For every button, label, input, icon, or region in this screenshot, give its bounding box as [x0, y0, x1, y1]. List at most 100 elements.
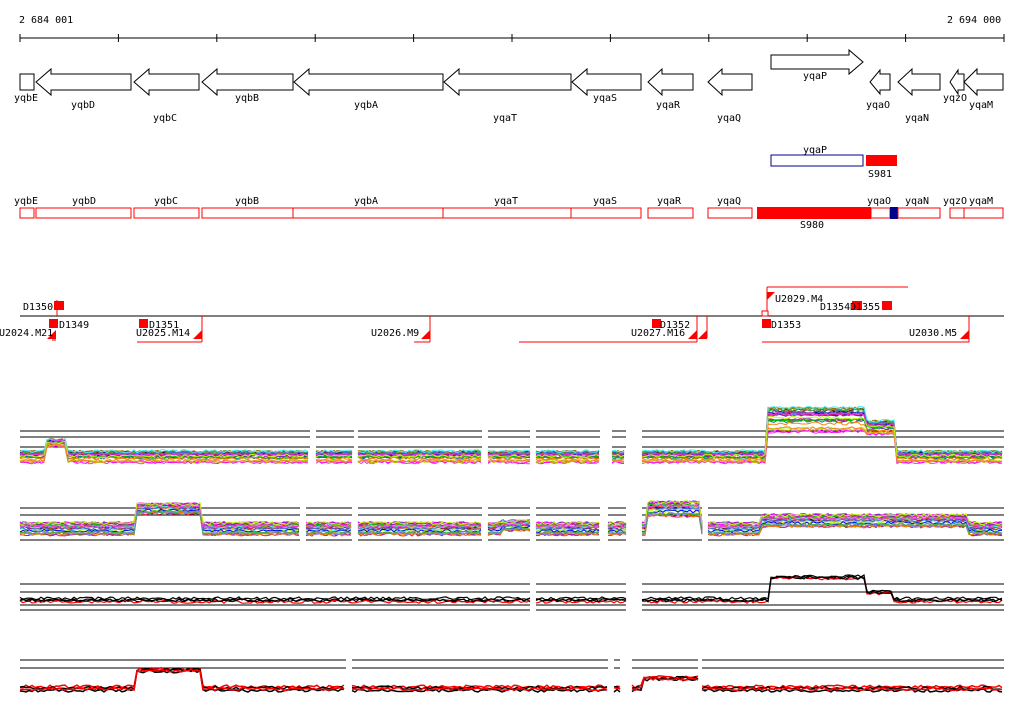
expression-profile-line [535, 454, 600, 458]
downshift-marker[interactable] [49, 319, 58, 328]
expression-profile-line [535, 524, 600, 529]
expression-profile-line [305, 524, 352, 529]
expression-profile-line [707, 512, 1003, 526]
plus-strand-segment-track: yqaP S981 [770, 145, 897, 180]
expression-profile-line [487, 449, 531, 453]
upshift-marker[interactable] [688, 330, 697, 339]
track-gene-box[interactable] [35, 207, 132, 219]
expression-profile-line [631, 676, 699, 692]
upshift-marker[interactable] [960, 330, 969, 339]
segment-label: S981 [868, 169, 892, 180]
track-gene-box[interactable] [870, 207, 891, 219]
gene-arrow-yqaT[interactable] [443, 67, 572, 97]
track-gene-label: yqaR [657, 196, 682, 207]
downshift-marker[interactable] [852, 301, 862, 310]
gene-label: yqaT [493, 113, 517, 124]
track-gene-label: yqbB [235, 196, 259, 207]
upshift-label: U2030.M5 [909, 328, 957, 339]
downshift-marker[interactable] [762, 319, 771, 328]
expression-profile-line [487, 523, 531, 530]
expression-profile-line [357, 449, 482, 454]
gene-arrow-yqaO[interactable] [869, 68, 891, 96]
gene-arrow-yqbD[interactable] [35, 67, 132, 97]
expression-profile-line [487, 454, 531, 458]
track-gene-box[interactable] [949, 207, 965, 219]
expression-profile-line [315, 460, 353, 464]
track-gene-box[interactable] [647, 207, 694, 219]
segment-block[interactable] [866, 155, 897, 166]
downshift-marker[interactable] [882, 301, 892, 310]
expression-profile-line [535, 458, 600, 463]
expression-profile-line [707, 516, 1003, 529]
downshift-marker[interactable] [139, 319, 148, 328]
expression-profile-line [707, 520, 1003, 533]
upshift-label: U2029.M4 [775, 294, 823, 305]
expression-profile-line [19, 668, 345, 692]
expression-profile-line [535, 521, 600, 526]
upshift-marker[interactable] [767, 292, 775, 300]
expression-profile-line [351, 686, 608, 692]
expression-profile-line [611, 460, 625, 464]
expression-profile-line [19, 509, 300, 535]
track-gene-box[interactable] [201, 207, 294, 219]
gene-arrow-yqbA[interactable] [293, 67, 444, 97]
gene-arrow-yqaM[interactable] [963, 67, 1004, 97]
coordinate-ruler: 2 684 001 2 694 000 [19, 15, 1005, 42]
upshift-marker[interactable] [47, 330, 56, 339]
downshift-marker[interactable] [54, 301, 64, 310]
gene-arrow-yqbE[interactable] [19, 73, 35, 91]
gene-arrow-yqaN[interactable] [897, 67, 941, 97]
minus-strand-segment-track: yqbE yqbD yqbC yqbB yqbA yqaT yqaS yqaR … [14, 196, 1004, 231]
expression-profile-line [707, 518, 1003, 531]
plus-gene-box[interactable] [770, 154, 864, 167]
track-gene-box[interactable] [133, 207, 200, 219]
expression-profile-line [641, 511, 703, 533]
gene-arrow-yqaP[interactable] [770, 48, 864, 76]
track-gene-box[interactable] [963, 207, 1004, 219]
expression-profile-line [607, 524, 627, 529]
track-gene-box[interactable] [442, 207, 572, 219]
track-gene-label: yqaS [593, 196, 617, 207]
track-gene-label: yqaO [867, 196, 891, 207]
expression-profile-line [487, 522, 531, 528]
expression-profile-line [611, 456, 625, 460]
expression-profile-line [611, 459, 625, 462]
expression-profile-line [535, 524, 600, 529]
upshift-label: U2027.M16 [631, 328, 685, 339]
expression-profile-line [611, 459, 625, 463]
track-gene-box[interactable] [707, 207, 753, 219]
track-gene-box[interactable] [570, 207, 642, 219]
gene-arrow-yqaR[interactable] [647, 67, 694, 97]
ruler-start-label: 2 684 001 [19, 15, 73, 26]
expression-profile-line [19, 666, 345, 689]
gene-arrow-yqaQ[interactable] [707, 67, 753, 97]
expression-profile-line [641, 513, 703, 536]
segment-block-s980[interactable] [757, 207, 871, 219]
track-gene-box[interactable] [897, 207, 941, 219]
track-gene-label: yqbC [154, 196, 178, 207]
gene-label: yqbA [354, 100, 378, 111]
gene-arrow-yqzO[interactable] [949, 68, 965, 96]
gene-arrow-yqbB[interactable] [201, 67, 294, 97]
gene-label: yqaN [905, 113, 929, 124]
upshift-marker[interactable] [421, 330, 430, 339]
expression-profile-line [357, 452, 482, 457]
gene-annotation-track: yqbE yqbD yqbC yqbB yqbA yqaT yqaS yqaR … [14, 48, 1004, 124]
expression-profile-line [707, 522, 1003, 535]
track-gene-box[interactable] [19, 207, 35, 219]
upshift-marker[interactable] [698, 330, 707, 339]
expression-profile-line [607, 521, 627, 525]
gene-label: yqbB [235, 93, 259, 104]
expression-tracks [19, 405, 1004, 693]
gene-label: yqbE [14, 93, 38, 104]
shift-track: U2029.M4 U2024.M21 U2025.M14 U2026.M9 U2… [0, 286, 1004, 343]
downshift-marker[interactable] [652, 319, 661, 328]
gene-arrow-yqbC[interactable] [133, 67, 200, 97]
expression-profile-line [641, 411, 1003, 456]
expression-profile-line [611, 455, 625, 459]
expression-profile-line [20, 502, 300, 526]
gene-arrow-yqaS[interactable] [571, 67, 642, 97]
track-gene-box[interactable] [292, 207, 444, 219]
expression-profile-line [641, 421, 1003, 461]
upshift-marker[interactable] [193, 330, 202, 339]
